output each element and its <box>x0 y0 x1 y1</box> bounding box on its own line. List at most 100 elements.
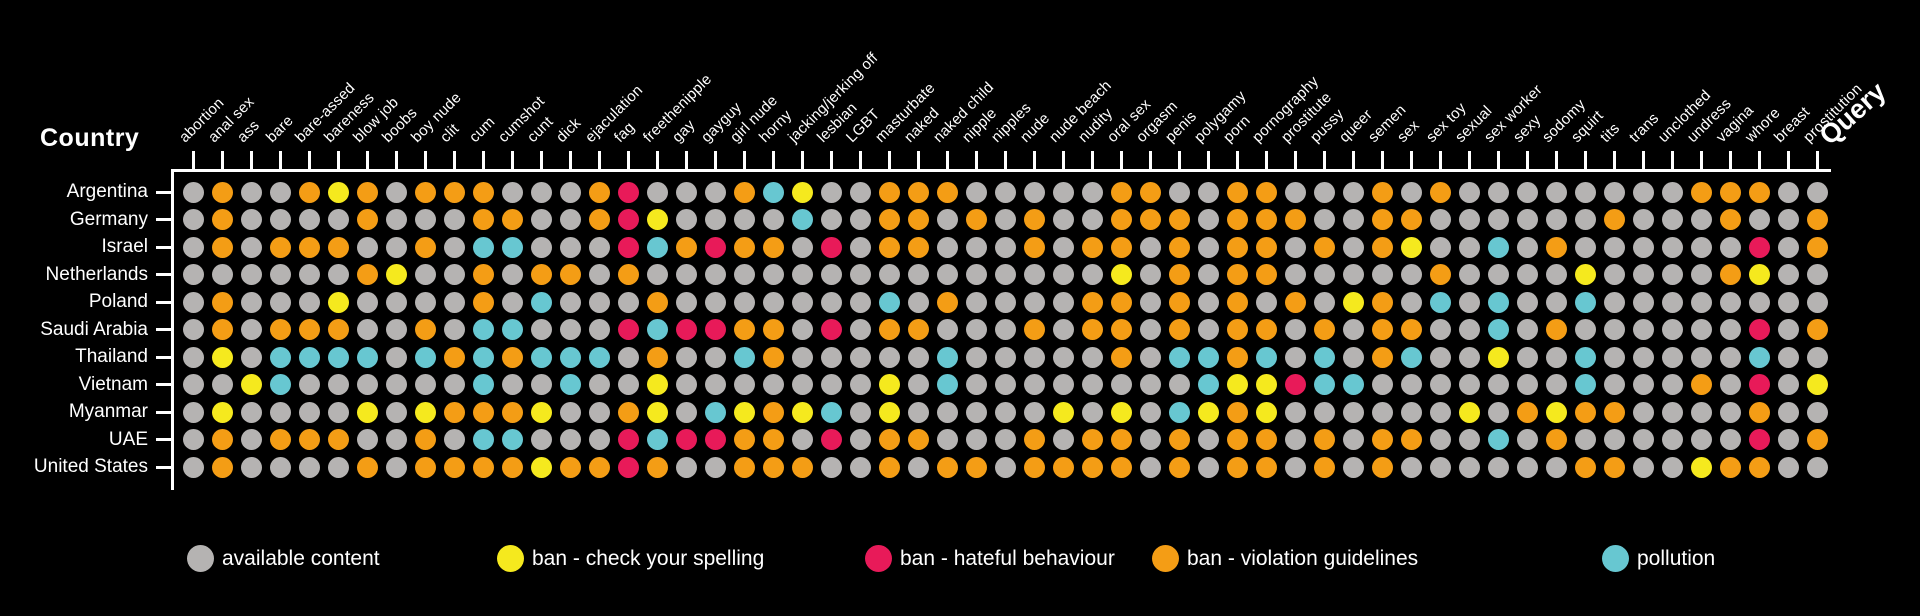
matrix-dot <box>1690 456 1712 478</box>
matrix-dot <box>1806 319 1828 340</box>
matrix-dot <box>994 374 1016 395</box>
matrix-dot <box>182 319 204 340</box>
matrix-dot <box>820 181 842 203</box>
matrix-dot <box>1574 374 1596 395</box>
matrix-dot <box>530 456 552 478</box>
matrix-dot <box>1052 236 1074 258</box>
matrix-dot <box>704 346 726 368</box>
query-axis-tick <box>1496 151 1500 170</box>
matrix-dot <box>1342 319 1364 340</box>
matrix-dot <box>733 291 755 313</box>
matrix-dot <box>1255 319 1277 340</box>
matrix-dot <box>762 401 784 423</box>
matrix-dot <box>1661 401 1683 423</box>
matrix-dot <box>791 401 813 423</box>
matrix-dot <box>617 236 639 258</box>
matrix-dot <box>356 456 378 478</box>
matrix-dot <box>1110 346 1132 368</box>
matrix-dot <box>1545 209 1567 230</box>
matrix-dot <box>907 374 929 395</box>
matrix-dot <box>1719 319 1741 340</box>
matrix-dot <box>1313 181 1335 203</box>
matrix-dot <box>1313 374 1335 395</box>
query-axis-tick <box>1467 151 1471 170</box>
query-axis-tick <box>1322 151 1326 170</box>
matrix-dot <box>472 236 494 258</box>
matrix-dot <box>1574 291 1596 313</box>
matrix-dot <box>327 209 349 230</box>
matrix-dot <box>878 374 900 395</box>
matrix-dot <box>1023 429 1045 450</box>
matrix-dot <box>414 456 436 478</box>
matrix-dot <box>240 401 262 423</box>
matrix-dot <box>211 456 233 478</box>
query-axis-tick <box>829 151 833 170</box>
matrix-dot <box>298 346 320 368</box>
matrix-dot <box>1429 209 1451 230</box>
matrix-dot <box>1284 291 1306 313</box>
matrix-dot <box>1603 429 1625 450</box>
matrix-dot <box>1284 346 1306 368</box>
matrix-dot <box>1342 209 1364 230</box>
matrix-dot <box>1777 429 1799 450</box>
country-axis-tick <box>156 355 172 359</box>
matrix-dot <box>878 456 900 478</box>
matrix-dot <box>646 429 668 450</box>
matrix-dot <box>1371 291 1393 313</box>
matrix-dot <box>1226 374 1248 395</box>
matrix-dot <box>1371 236 1393 258</box>
matrix-dot <box>1632 346 1654 368</box>
matrix-dot <box>1110 209 1132 230</box>
matrix-dot <box>1603 456 1625 478</box>
matrix-dot <box>1168 401 1190 423</box>
matrix-dot <box>1023 291 1045 313</box>
query-axis-tick <box>1206 151 1210 170</box>
matrix-dot <box>559 264 581 285</box>
matrix-dot <box>675 291 697 313</box>
matrix-dot <box>1632 374 1654 395</box>
country-axis-title: Country <box>40 124 140 152</box>
matrix-dot <box>1806 429 1828 450</box>
legend-dot-y <box>496 544 524 572</box>
query-axis-tick <box>1699 151 1703 170</box>
matrix-dot <box>791 264 813 285</box>
matrix-dot <box>588 456 610 478</box>
matrix-dot <box>1661 291 1683 313</box>
matrix-dot <box>1806 264 1828 285</box>
matrix-dot <box>617 209 639 230</box>
query-axis-tick <box>365 151 369 170</box>
matrix-dot <box>211 319 233 340</box>
matrix-dot <box>385 291 407 313</box>
matrix-dot <box>472 456 494 478</box>
matrix-dot <box>617 456 639 478</box>
matrix-dot <box>1487 291 1509 313</box>
matrix-dot <box>936 181 958 203</box>
matrix-dot <box>269 374 291 395</box>
query-axis-tick <box>858 151 862 170</box>
matrix-dot <box>617 264 639 285</box>
matrix-dot <box>617 374 639 395</box>
query-axis-tick <box>1525 151 1529 170</box>
matrix-dot <box>1603 291 1625 313</box>
matrix-dot <box>1197 346 1219 368</box>
matrix-dot <box>530 374 552 395</box>
matrix-dot <box>240 456 262 478</box>
matrix-dot <box>907 401 929 423</box>
matrix-dot <box>1139 374 1161 395</box>
matrix-dot <box>356 209 378 230</box>
matrix-dot <box>1516 209 1538 230</box>
matrix-dot <box>443 181 465 203</box>
query-axis-tick <box>1583 151 1587 170</box>
matrix-dot <box>356 401 378 423</box>
matrix-dot <box>965 209 987 230</box>
matrix-dot <box>675 236 697 258</box>
matrix-dot <box>588 429 610 450</box>
matrix-dot <box>1081 236 1103 258</box>
matrix-dot <box>211 346 233 368</box>
matrix-dot <box>559 429 581 450</box>
matrix-dot <box>1458 291 1480 313</box>
matrix-dot <box>762 291 784 313</box>
matrix-dot <box>1719 456 1741 478</box>
matrix-dot <box>907 291 929 313</box>
matrix-dot <box>1603 209 1625 230</box>
